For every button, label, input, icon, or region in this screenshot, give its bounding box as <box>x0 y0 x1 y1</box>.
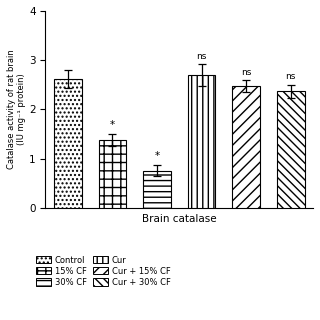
Bar <box>99 140 126 208</box>
Text: ns: ns <box>196 52 207 61</box>
Bar <box>277 91 305 208</box>
Legend: Control, 15% CF, 30% CF, Cur, Cur + 15% CF, Cur + 30% CF: Control, 15% CF, 30% CF, Cur, Cur + 15% … <box>36 255 171 287</box>
Text: *: * <box>110 120 115 130</box>
Text: ns: ns <box>285 72 296 81</box>
Text: *: * <box>155 151 160 161</box>
Bar <box>143 171 171 208</box>
Bar <box>54 79 82 208</box>
Text: ns: ns <box>241 68 251 77</box>
Y-axis label: Catalase activity of rat brain
(IU mg⁻¹ protein): Catalase activity of rat brain (IU mg⁻¹ … <box>7 50 26 169</box>
X-axis label: Brain catalase: Brain catalase <box>142 213 217 224</box>
Bar <box>232 86 260 208</box>
Bar <box>188 75 215 208</box>
